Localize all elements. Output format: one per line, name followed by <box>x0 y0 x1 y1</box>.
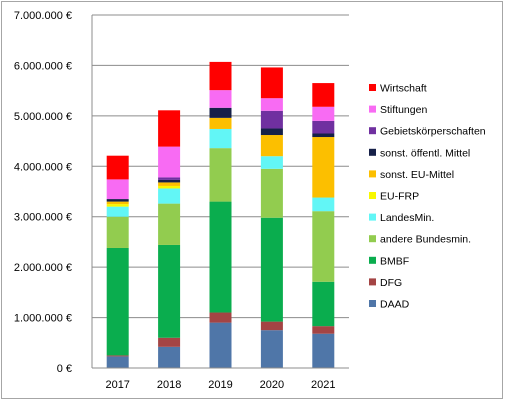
legend-label: EU-FRP <box>380 191 419 203</box>
legend-swatch <box>369 84 376 91</box>
bar-segment <box>260 217 283 322</box>
bar-segment <box>312 120 335 134</box>
y-tick-label: 0 € <box>57 363 72 375</box>
x-tick-label: 2021 <box>311 379 335 391</box>
legend-label: Stiftungen <box>380 104 427 116</box>
x-tick-label: 2019 <box>208 379 232 391</box>
bar-segment <box>158 182 181 186</box>
legend-label: Wirtschaft <box>380 83 427 95</box>
y-tick-label: 1.000.000 € <box>14 313 72 325</box>
bar-segment <box>260 156 283 169</box>
bar-segment <box>209 322 232 368</box>
bar-segment <box>312 137 335 198</box>
legend-swatch <box>369 256 376 264</box>
bar-segment <box>312 326 335 334</box>
bar-segment <box>106 355 129 357</box>
bar-segment <box>106 247 129 356</box>
bar-segment <box>260 168 283 218</box>
bar-segment <box>106 216 129 248</box>
bar-segment <box>260 98 283 111</box>
bar-segment <box>209 312 232 323</box>
y-tick-label: 5.000.000 € <box>14 111 72 123</box>
bar-segment <box>260 330 283 368</box>
legend-swatch <box>369 127 376 135</box>
legend-label: DFG <box>380 277 402 289</box>
bar-segment <box>312 106 335 121</box>
bar-segment <box>158 177 181 180</box>
y-tick-label: 3.000.000 € <box>14 212 72 224</box>
bar-segment <box>106 199 129 202</box>
bar-segment <box>312 333 335 368</box>
legend-swatch <box>369 300 376 307</box>
legend-label: Gebietskörperschaften <box>380 126 486 138</box>
bar-segment <box>158 203 181 245</box>
legend-swatch <box>369 213 376 221</box>
bar-segment <box>312 197 335 212</box>
bar-segment <box>260 135 283 157</box>
bar-segment <box>158 188 181 204</box>
bar-segment <box>106 206 129 217</box>
bar-segment <box>158 244 181 338</box>
legend: Wirtschaft Stiftungen Gebietskörperschafte… <box>369 83 486 311</box>
bar-segment <box>158 146 181 178</box>
bar-segment <box>209 107 232 118</box>
legend-label: DAAD <box>380 299 410 311</box>
bar-segment <box>260 321 283 331</box>
bar-segment <box>260 128 283 136</box>
y-tick-label: 7.000.000 € <box>14 10 72 22</box>
bar-segment <box>209 61 232 91</box>
bar-segment <box>260 67 283 99</box>
bar-segment <box>312 211 335 282</box>
legend-swatch <box>369 170 376 178</box>
bar-segment <box>209 148 232 202</box>
y-tick-label: 2.000.000 € <box>14 262 72 274</box>
bar-segment <box>106 204 129 207</box>
legend-swatch <box>369 105 376 113</box>
legend-swatch <box>369 235 376 243</box>
bar-segment <box>209 128 232 149</box>
x-tick-labels: 2017 2018 2019 2020 2021 <box>105 379 335 391</box>
bar-segment <box>158 337 181 347</box>
legend-label: sonst. EU-Mittel <box>380 169 454 181</box>
legend-swatch <box>369 278 376 286</box>
bar-segment <box>209 201 232 313</box>
axes <box>91 15 349 369</box>
bar-segment <box>106 201 129 205</box>
bar-segment <box>312 281 335 327</box>
stacked-bar-chart: 0 € 1.000.000 € 2.000.000 € 3.000.000 € 4.00… <box>14 10 486 391</box>
bar-segment <box>158 179 181 183</box>
bar-segment <box>209 90 232 108</box>
legend-swatch <box>369 148 376 156</box>
x-tick-label: 2018 <box>157 379 181 391</box>
bar-segment <box>106 155 129 180</box>
legend-label: LandesMin. <box>380 212 434 224</box>
y-tick-label: 6.000.000 € <box>14 60 72 72</box>
bar-segment <box>209 117 232 129</box>
y-tick-labels: 0 € 1.000.000 € 2.000.000 € 3.000.000 € 4.00… <box>14 10 72 375</box>
x-tick-label: 2017 <box>105 379 129 391</box>
bar-segment <box>312 133 335 138</box>
bars <box>106 61 335 368</box>
legend-swatch <box>369 192 376 199</box>
bar-segment <box>260 110 283 129</box>
y-tick-label: 4.000.000 € <box>14 161 72 173</box>
bar-segment <box>158 110 181 147</box>
bar-segment <box>158 185 181 189</box>
legend-label: BMBF <box>380 255 409 267</box>
bar-segment <box>106 179 129 200</box>
bar-segment <box>312 83 335 107</box>
legend-label: sonst. öffentl. Mittel <box>380 147 470 159</box>
bar-segment <box>106 356 129 368</box>
legend-label: andere Bundesmin. <box>380 234 471 246</box>
x-tick-label: 2020 <box>260 379 284 391</box>
bar-segment <box>158 346 181 368</box>
chart-frame: 0 € 1.000.000 € 2.000.000 € 3.000.000 € 4.00… <box>1 1 503 399</box>
